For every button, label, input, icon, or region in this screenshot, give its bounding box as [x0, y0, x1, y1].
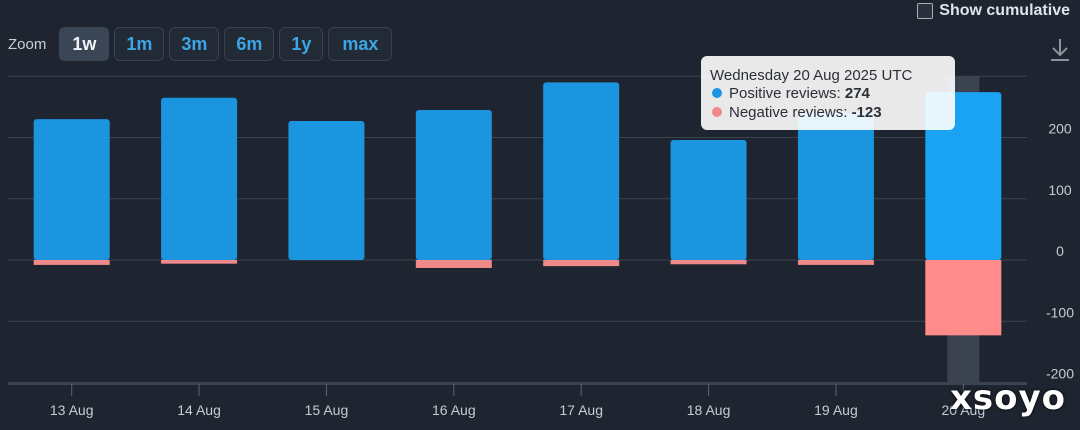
- negative-bar[interactable]: [415, 260, 492, 268]
- negative-bar[interactable]: [33, 260, 110, 265]
- zoom-max-button[interactable]: max: [328, 27, 393, 61]
- x-tick-label: 15 Aug: [305, 402, 349, 418]
- y-tick-label: 100: [1048, 182, 1072, 198]
- positive-bar[interactable]: [925, 92, 1002, 260]
- y-tick-label: -200: [1046, 366, 1074, 382]
- x-tick-label: 19 Aug: [814, 402, 858, 418]
- zoom-6m-button[interactable]: 6m: [224, 27, 275, 61]
- zoom-bar: Zoom 1w 1m 3m 6m 1y max: [8, 27, 393, 61]
- show-cumulative-checkbox[interactable]: [917, 3, 934, 19]
- tooltip-positive-row: Positive reviews: 274: [729, 85, 871, 102]
- tooltip-negative-label: Negative reviews:: [729, 104, 852, 121]
- positive-bar[interactable]: [161, 97, 238, 260]
- tooltip-positive-value: 274: [845, 85, 871, 102]
- y-tick-label: -100: [1046, 304, 1074, 320]
- tooltip-negative-marker: [712, 107, 722, 117]
- zoom-1m-button[interactable]: 1m: [114, 27, 165, 61]
- x-tick-label: 18 Aug: [687, 402, 731, 418]
- zoom-1y-button[interactable]: 1y: [279, 27, 324, 61]
- negative-bar[interactable]: [670, 260, 747, 265]
- tooltip: Wednesday 20 Aug 2025 UTC Positive revie…: [701, 56, 955, 130]
- x-tick-label: 20 Aug: [942, 402, 986, 418]
- zoom-3m-button[interactable]: 3m: [169, 27, 220, 61]
- y-tick-label: 0: [1056, 243, 1064, 259]
- x-tick-label: 14 Aug: [177, 402, 221, 418]
- negative-bar[interactable]: [543, 260, 620, 267]
- y-tick-label: 200: [1048, 121, 1072, 137]
- download-icon[interactable]: [1048, 36, 1072, 64]
- x-tick-label: 16 Aug: [432, 402, 476, 418]
- x-tick-label: 13 Aug: [50, 402, 94, 418]
- negative-bar[interactable]: [161, 260, 238, 264]
- zoom-1w-button[interactable]: 1w: [59, 27, 110, 61]
- zoom-label: Zoom: [8, 35, 47, 53]
- positive-bar[interactable]: [543, 82, 620, 260]
- tooltip-box: [701, 56, 955, 130]
- tooltip-negative-row: Negative reviews: -123: [729, 104, 882, 121]
- positive-bar[interactable]: [797, 113, 874, 260]
- positive-bar[interactable]: [670, 139, 747, 260]
- show-cumulative-label: Show cumulative: [939, 2, 1070, 19]
- positive-bar[interactable]: [288, 120, 365, 261]
- x-tick-label: 17 Aug: [559, 402, 603, 418]
- positive-bar[interactable]: [415, 109, 492, 260]
- tooltip-title: Wednesday 20 Aug 2025 UTC: [710, 67, 913, 84]
- tooltip-positive-label: Positive reviews:: [729, 85, 845, 102]
- tooltip-positive-marker: [712, 88, 722, 98]
- negative-bar[interactable]: [797, 260, 874, 265]
- positive-bar[interactable]: [33, 119, 110, 260]
- tooltip-negative-value: -123: [852, 104, 882, 121]
- negative-bar[interactable]: [925, 260, 1002, 336]
- watermark-logo: xsoyo: [949, 378, 1066, 418]
- show-cumulative-toggle[interactable]: Show cumulative: [917, 0, 1070, 22]
